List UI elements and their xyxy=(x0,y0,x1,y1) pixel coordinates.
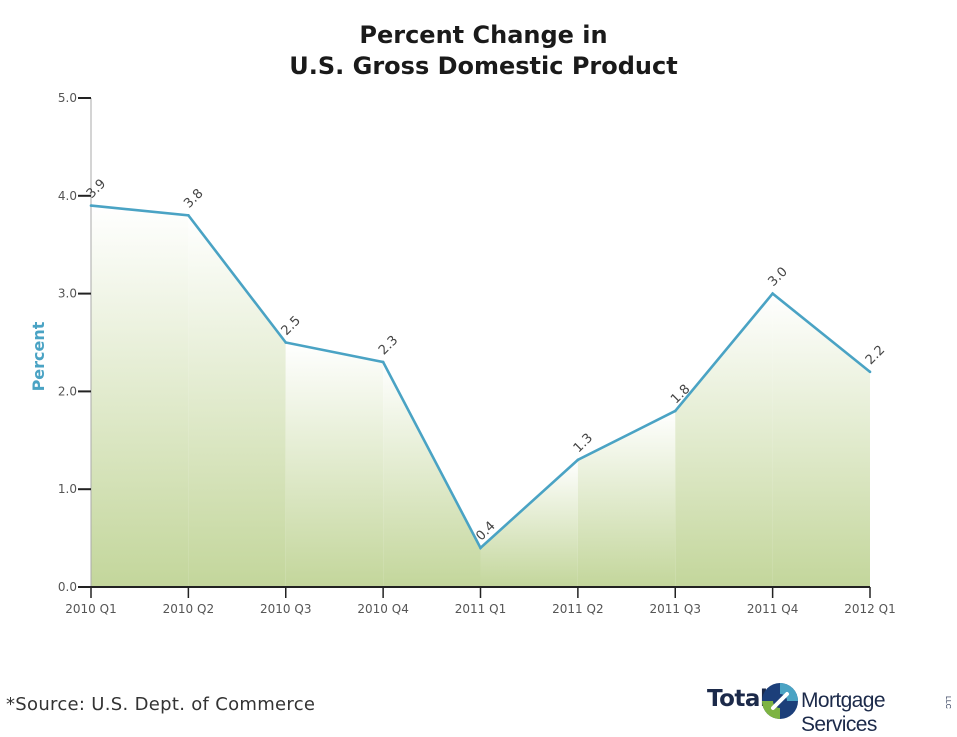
area-fill-segment xyxy=(285,342,384,587)
x-tick-label: 2010 Q1 xyxy=(65,602,116,616)
area-fill-segment xyxy=(577,410,676,587)
data-label: 2.3 xyxy=(376,333,401,358)
logo-mortgage-services-text: Mortgage Services xyxy=(801,689,886,736)
data-point xyxy=(381,360,385,364)
y-tick-label: 3.0 xyxy=(58,287,77,301)
x-tick-label: 2010 Q2 xyxy=(163,602,214,616)
company-logo: Total Mortgage Services LLC xyxy=(705,680,957,736)
x-tick-label: 2011 Q3 xyxy=(650,602,701,616)
x-tick-label: 2011 Q4 xyxy=(747,602,798,616)
x-tick-label: 2011 Q2 xyxy=(552,602,603,616)
area-fill-segment xyxy=(188,215,286,588)
area-fill-segment xyxy=(772,293,870,587)
logo-swirl-icon xyxy=(762,683,798,719)
y-axis-title: Percent xyxy=(29,321,48,391)
y-tick-label: 2.0 xyxy=(58,384,77,398)
data-point xyxy=(771,292,774,295)
x-tick-label: 2010 Q4 xyxy=(357,602,408,616)
data-point xyxy=(479,546,482,550)
data-label: 2.5 xyxy=(279,313,304,338)
data-point xyxy=(868,370,872,374)
x-tick-label: 2010 Q3 xyxy=(260,602,311,616)
data-point xyxy=(187,214,190,217)
chart-title: Percent Change in U.S. Gross Domestic Pr… xyxy=(0,20,957,82)
area-fill-segment xyxy=(91,205,189,587)
area-fill-segment xyxy=(383,362,481,587)
data-point xyxy=(284,341,288,344)
data-label: 2.2 xyxy=(863,343,888,368)
y-tick-label: 5.0 xyxy=(58,91,77,105)
x-tick-label: 2011 Q1 xyxy=(455,602,506,616)
data-label: 3.0 xyxy=(766,265,791,290)
area-fill-segment xyxy=(675,293,773,587)
area-fill-segment xyxy=(480,459,578,587)
source-note: *Source: U.S. Dept. of Commerce xyxy=(6,694,316,715)
x-tick-label: 2012 Q1 xyxy=(844,602,895,616)
logo-total-text: Total xyxy=(707,686,768,712)
data-point xyxy=(89,204,93,207)
y-tick-label: 0.0 xyxy=(58,580,77,594)
gdp-area-chart: 0.0 1.0 2.0 3.0 4.0 5.0 2010 Q1 2010 Q2 2010 Q3 2… xyxy=(29,91,896,616)
y-tick-label: 4.0 xyxy=(58,189,77,203)
chart-title-line-1: Percent Change in xyxy=(359,21,608,49)
data-label: 3.8 xyxy=(181,186,206,211)
y-tick-label: 1.0 xyxy=(58,482,77,496)
data-point xyxy=(673,409,677,413)
data-label: 3.9 xyxy=(84,176,109,201)
logo-llc-text: LLC xyxy=(944,696,951,709)
chart-title-line-2: U.S. Gross Domestic Product xyxy=(289,52,678,80)
data-point xyxy=(576,458,580,462)
